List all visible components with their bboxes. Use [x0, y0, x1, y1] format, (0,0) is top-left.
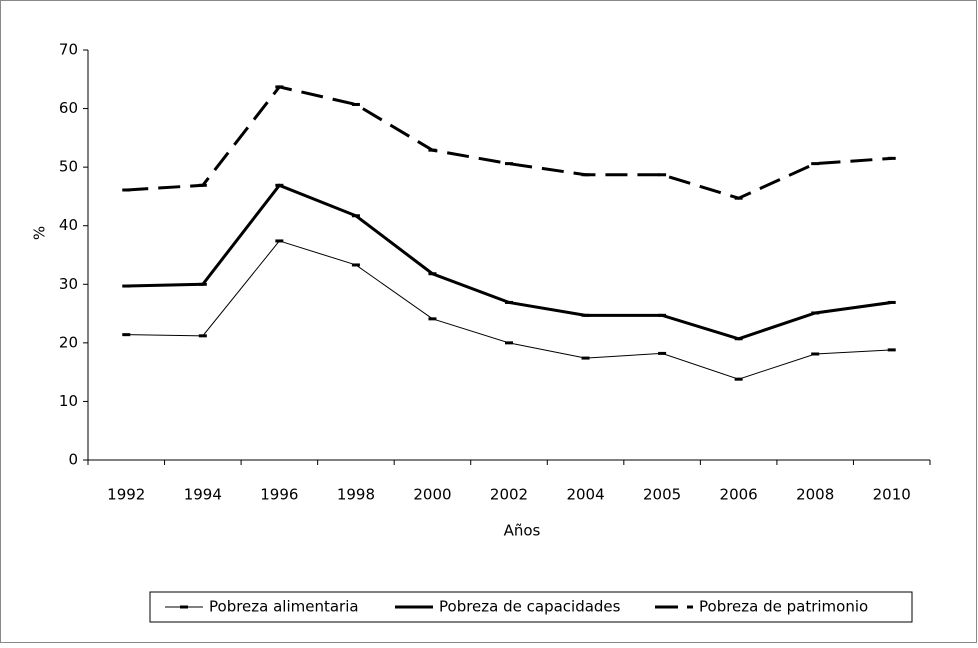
legend-marker	[180, 605, 188, 609]
y-tick-label: 10	[59, 392, 78, 410]
legend-label: Pobreza de capacidades	[439, 598, 621, 616]
y-tick-label: 0	[68, 451, 78, 469]
point-marker	[198, 282, 207, 286]
point-marker	[734, 196, 743, 200]
x-axis-label: Años	[504, 522, 541, 540]
x-tick-label: 2000	[413, 486, 451, 504]
x-tick-label: 1998	[337, 486, 375, 504]
y-tick-label: 60	[59, 99, 78, 117]
point-marker	[505, 341, 513, 345]
y-axis-label: %	[31, 226, 49, 240]
point-marker	[428, 272, 437, 276]
legend-label: Pobreza de patrimonio	[699, 598, 868, 616]
point-marker	[887, 300, 896, 304]
point-marker	[887, 156, 896, 160]
point-marker	[734, 377, 743, 381]
legend-marker	[410, 605, 418, 609]
y-tick-label: 70	[59, 41, 78, 59]
point-marker	[275, 239, 284, 243]
point-marker	[658, 173, 667, 177]
point-marker	[581, 356, 590, 360]
point-marker	[351, 214, 360, 218]
point-marker	[658, 351, 667, 355]
point-marker	[428, 148, 437, 152]
point-marker	[122, 333, 131, 337]
point-marker	[581, 173, 590, 177]
x-tick-label: 2008	[796, 486, 834, 504]
point-marker	[351, 102, 360, 106]
x-tick-label: 1994	[184, 486, 222, 504]
point-marker	[122, 284, 131, 288]
point-marker	[198, 183, 207, 187]
point-marker	[351, 263, 360, 267]
point-marker	[581, 313, 590, 317]
point-marker	[811, 311, 820, 315]
point-marker	[505, 162, 513, 166]
series-line	[126, 85, 892, 200]
point-marker	[275, 85, 284, 89]
point-marker	[428, 317, 437, 321]
point-marker	[658, 313, 667, 317]
x-tick-label: 1996	[260, 486, 298, 504]
point-marker	[887, 348, 896, 352]
point-marker	[198, 334, 207, 338]
legend-box	[149, 591, 913, 623]
point-marker	[811, 352, 820, 356]
point-marker	[811, 162, 820, 166]
x-tick-label: 2002	[490, 486, 528, 504]
point-marker	[122, 188, 131, 192]
legend-label: Pobreza alimentaria	[209, 598, 359, 616]
x-tick-label: 2010	[873, 486, 911, 504]
point-marker	[505, 300, 513, 304]
y-tick-label: 40	[59, 216, 78, 234]
y-tick-label: 50	[59, 158, 78, 176]
x-tick-label: 1992	[107, 486, 145, 504]
x-tick-label: 2004	[566, 486, 604, 504]
y-tick-label: 20	[59, 333, 78, 351]
x-tick-label: 2005	[643, 486, 681, 504]
point-marker	[734, 337, 743, 341]
legend-marker	[670, 605, 678, 609]
y-tick-label: 30	[59, 275, 78, 293]
x-tick-label: 2006	[720, 486, 758, 504]
point-marker	[275, 183, 284, 187]
